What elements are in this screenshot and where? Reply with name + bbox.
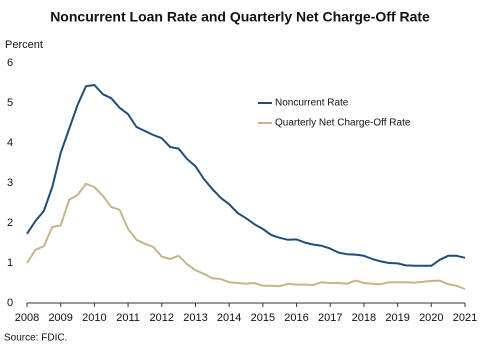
y-tick-label: 2 bbox=[7, 217, 13, 229]
x-tick-label: 2016 bbox=[284, 312, 308, 324]
x-tick-label: 2011 bbox=[116, 312, 140, 324]
y-tick-label: 6 bbox=[7, 57, 13, 69]
x-tick-label: 2008 bbox=[15, 312, 39, 324]
y-tick-label: 3 bbox=[7, 177, 13, 189]
chart-title: Noncurrent Loan Rate and Quarterly Net C… bbox=[50, 9, 430, 25]
source-note: Source: FDIC. bbox=[4, 333, 67, 344]
series-line bbox=[26, 182, 466, 290]
x-tick-label: 2018 bbox=[352, 312, 376, 324]
x-tick-label: 2010 bbox=[82, 312, 106, 324]
x-tick-label: 2020 bbox=[419, 312, 443, 324]
x-tick-label: 2013 bbox=[183, 312, 207, 324]
y-tick-label: 1 bbox=[7, 257, 13, 269]
x-tick-label: 2017 bbox=[318, 312, 342, 324]
legend-label: Quarterly Net Charge-Off Rate bbox=[275, 118, 411, 129]
legend-label: Noncurrent Rate bbox=[275, 98, 349, 109]
x-tick-label: 2019 bbox=[385, 312, 409, 324]
x-tick-label: 2021 bbox=[453, 312, 477, 324]
y-tick-label: 0 bbox=[7, 297, 13, 309]
y-tick-label: 4 bbox=[7, 137, 13, 149]
x-tick-label: 2009 bbox=[48, 312, 72, 324]
x-tick-label: 2014 bbox=[217, 312, 241, 324]
y-axis-label: Percent bbox=[5, 39, 43, 51]
x-tick-label: 2015 bbox=[251, 312, 275, 324]
y-tick-label: 5 bbox=[7, 97, 13, 109]
x-tick-label: 2012 bbox=[150, 312, 174, 324]
series-line bbox=[26, 84, 466, 267]
